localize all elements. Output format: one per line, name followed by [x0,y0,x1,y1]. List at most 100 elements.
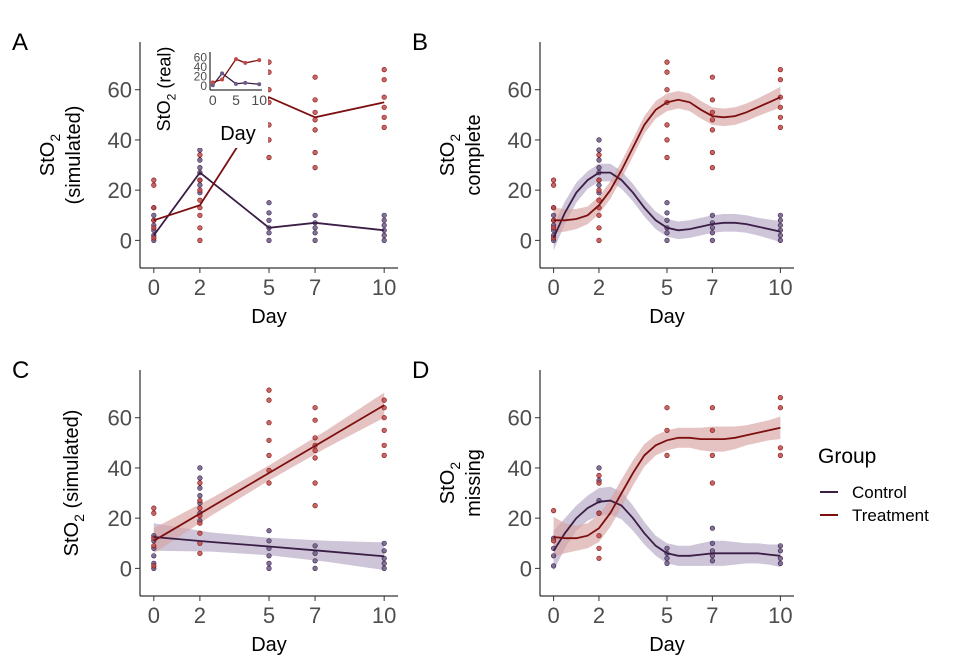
data-point-treatment [709,127,716,133]
data-point-control [266,237,272,243]
data-point-control [381,237,387,243]
data-point-treatment [709,97,716,103]
data-point-treatment [266,154,272,161]
data-point-control [709,558,716,564]
data-point-treatment [596,197,602,203]
data-point-treatment [312,455,318,461]
inset-point-treatment [243,60,248,65]
x-tick-label: 0 [148,275,160,300]
panel-letter: A [12,29,28,56]
panel-letter: C [12,357,29,384]
data-point-treatment [312,165,318,171]
data-point-control [151,212,157,218]
data-point-control [709,212,716,218]
data-point-control [596,147,602,153]
panel-letter: B [412,29,428,56]
data-point-treatment [197,480,203,486]
data-point-control [777,232,784,238]
legend-label-control: Control [852,483,907,502]
data-point-control [266,230,272,236]
x-tick-label: 10 [768,603,792,628]
data-point-treatment [596,480,602,486]
data-point-treatment [197,550,203,556]
data-point-treatment [709,405,716,411]
data-point-treatment [709,480,716,486]
inset-point-treatment [210,80,215,85]
data-point-treatment [312,435,318,441]
y-axis-label-line2: (simulated) [63,106,85,205]
line-control [552,499,781,557]
data-point-treatment [777,104,784,110]
legend-label-treatment: Treatment [852,506,929,525]
data-point-treatment [550,205,557,211]
inset-y-tick-label: 60 [194,51,208,65]
data-point-control [197,493,203,499]
data-point-control [197,165,203,171]
x-axis-label: Day [649,306,685,328]
data-point-control [709,525,716,531]
data-point-control [664,200,670,206]
y-axis-label: StO2 [37,134,63,176]
inset-point-control [243,80,248,85]
data-point-treatment [381,442,387,448]
data-point-treatment [266,397,272,403]
data-point-treatment [151,205,157,211]
data-point-treatment [664,69,670,75]
data-point-control [381,565,387,572]
x-tick-label: 10 [768,275,792,300]
data-point-control [596,165,602,171]
data-point-treatment [596,152,602,158]
data-point-treatment [777,124,784,130]
data-point-control [709,237,716,243]
data-point-control [596,137,602,143]
inset-x-axis-label: Day [220,123,256,145]
x-tick-label: 5 [263,275,275,300]
data-point-treatment [266,420,272,426]
data-point-treatment [596,545,602,551]
x-tick-label: 0 [148,603,160,628]
line-treatment [553,426,781,540]
data-point-treatment [381,94,387,100]
data-point-control [312,558,318,564]
line-treatment [153,404,385,542]
y-tick-label: 40 [508,456,532,481]
data-point-treatment [381,66,387,73]
data-point-control [596,465,602,471]
data-point-control [777,212,784,218]
inset-point-control [257,82,262,87]
data-point-control [266,538,272,544]
x-tick-label: 7 [706,275,718,300]
legend: Group Control Treatment [818,445,929,525]
data-point-treatment [197,520,203,526]
data-point-treatment [312,74,318,80]
data-point-treatment [664,137,670,143]
x-tick-label: 0 [547,275,559,300]
inset-x-tick-label: 5 [232,92,240,108]
data-point-treatment [709,452,716,459]
y-tick-label: 0 [120,228,132,253]
data-point-control [777,555,784,561]
data-point-control [709,225,716,231]
data-point-treatment [151,510,157,516]
data-point-treatment [312,447,318,454]
data-point-control [709,230,716,236]
data-point-control [664,545,670,551]
data-point-treatment [777,77,784,83]
inset-point-treatment [257,58,262,63]
y-axis-label: StO2 [437,134,463,176]
data-point-treatment [596,472,602,479]
panel-b: B 0 20 40 60 0 2 5 7 10 Day StO2 complete [412,29,794,328]
x-tick-label: 2 [593,603,605,628]
x-tick-label: 7 [309,603,321,628]
data-point-treatment [550,508,557,514]
inset-y-tick-label: 40 [194,60,208,74]
data-point-control [312,550,318,556]
line-control [552,171,781,239]
y-tick-label: 60 [508,78,532,103]
data-point-treatment [266,387,272,393]
x-axis-label: Day [251,634,287,656]
data-point-treatment [197,187,203,193]
data-point-control [197,182,203,188]
data-point-treatment [151,505,157,511]
